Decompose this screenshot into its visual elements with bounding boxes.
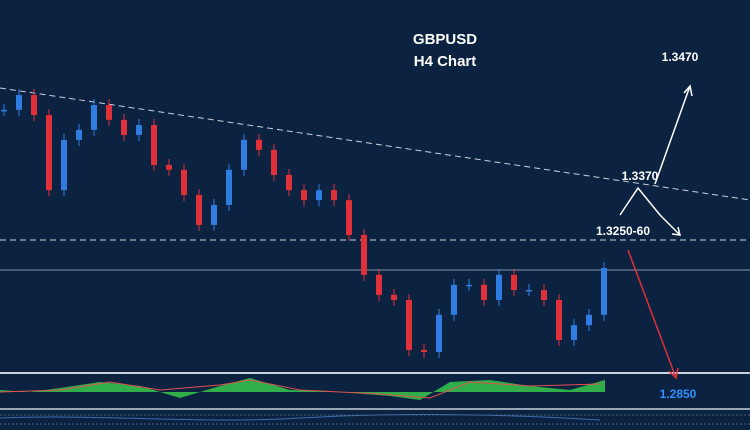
candle-body xyxy=(151,125,157,165)
candle-body xyxy=(196,194,202,225)
candle-body xyxy=(136,125,142,136)
candle-body xyxy=(316,190,322,201)
candle-body xyxy=(271,149,277,175)
candle-body xyxy=(511,274,517,291)
candle-body xyxy=(166,164,172,170)
candle-body xyxy=(391,294,397,301)
chart-subtitle: H4 Chart xyxy=(414,53,477,70)
candle-body xyxy=(241,139,247,170)
candle-body xyxy=(496,274,502,301)
arrow xyxy=(619,186,681,236)
scenario-arrows xyxy=(619,84,693,236)
annotation: 1.3470 xyxy=(662,50,699,64)
candle-body xyxy=(61,139,67,191)
candle-body xyxy=(526,290,532,292)
annotation: 1.3370 xyxy=(622,169,659,183)
candle-body xyxy=(436,314,442,353)
candle-body xyxy=(106,105,112,120)
oscillator-line xyxy=(0,413,601,421)
annotation: 1.2850 xyxy=(660,387,697,401)
chart-title: GBPUSD xyxy=(413,31,477,48)
arrow-head xyxy=(671,226,681,236)
candle-body xyxy=(451,284,457,315)
arrow xyxy=(627,249,677,379)
candle-body xyxy=(256,139,262,150)
candle-body xyxy=(376,274,382,295)
candle-body xyxy=(556,300,562,340)
candle-body xyxy=(421,349,427,353)
candle-body xyxy=(301,190,307,201)
candle-body xyxy=(331,190,337,201)
arrow-head xyxy=(683,84,693,97)
candle-body xyxy=(346,200,352,235)
candle-body xyxy=(46,115,52,191)
candle-body xyxy=(121,119,127,136)
candle-body xyxy=(406,300,412,350)
candle-body xyxy=(541,290,547,301)
arrow xyxy=(654,85,691,185)
candle-body xyxy=(481,284,487,301)
candle-body xyxy=(226,169,232,205)
indicator-signal xyxy=(0,379,601,399)
candle-body xyxy=(361,234,367,275)
candle-body xyxy=(91,105,97,130)
indicator-histogram xyxy=(0,378,605,400)
candle-body xyxy=(586,314,592,326)
annotation: 1.3250-60 xyxy=(596,224,650,238)
candle-body xyxy=(466,284,472,287)
candle-body xyxy=(16,95,22,110)
candle-body xyxy=(286,174,292,191)
candle-body xyxy=(76,129,82,140)
bear-arrow xyxy=(627,249,679,380)
candles xyxy=(1,89,607,359)
candle-body xyxy=(181,169,187,195)
candle-body xyxy=(211,204,217,225)
arrow-head xyxy=(668,367,679,380)
candle-body xyxy=(31,95,37,116)
candle-body xyxy=(571,325,577,340)
candle-body xyxy=(1,109,7,112)
trend-line xyxy=(0,87,750,201)
candle-body xyxy=(601,267,607,315)
